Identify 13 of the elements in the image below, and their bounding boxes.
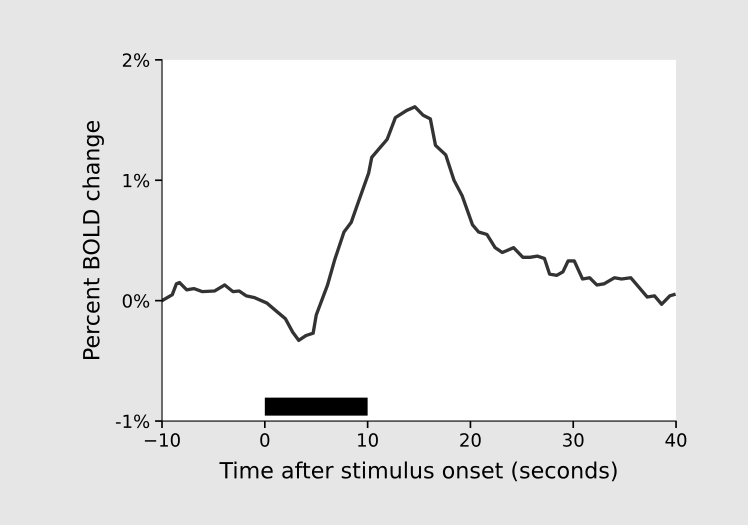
- x-tick-label: 10: [358, 433, 378, 447]
- y-axis-title: Percent BOLD change: [82, 120, 104, 359]
- line-series: [162, 105, 676, 342]
- x-tick-label: −10: [144, 433, 180, 447]
- y-tick-label: -1%: [116, 414, 150, 428]
- y-tick-label: 2%: [122, 53, 150, 67]
- x-tick-label: 0: [260, 433, 270, 447]
- x-tick-label: 40: [665, 433, 686, 447]
- x-tick-label: 30: [563, 433, 584, 447]
- y-tick-label: 1%: [124, 174, 150, 188]
- y-tick-label: 0%: [122, 294, 150, 308]
- x-axis-title: Time after stimulus onset (seconds): [219, 461, 617, 482]
- x-tick-label: 20: [460, 433, 481, 447]
